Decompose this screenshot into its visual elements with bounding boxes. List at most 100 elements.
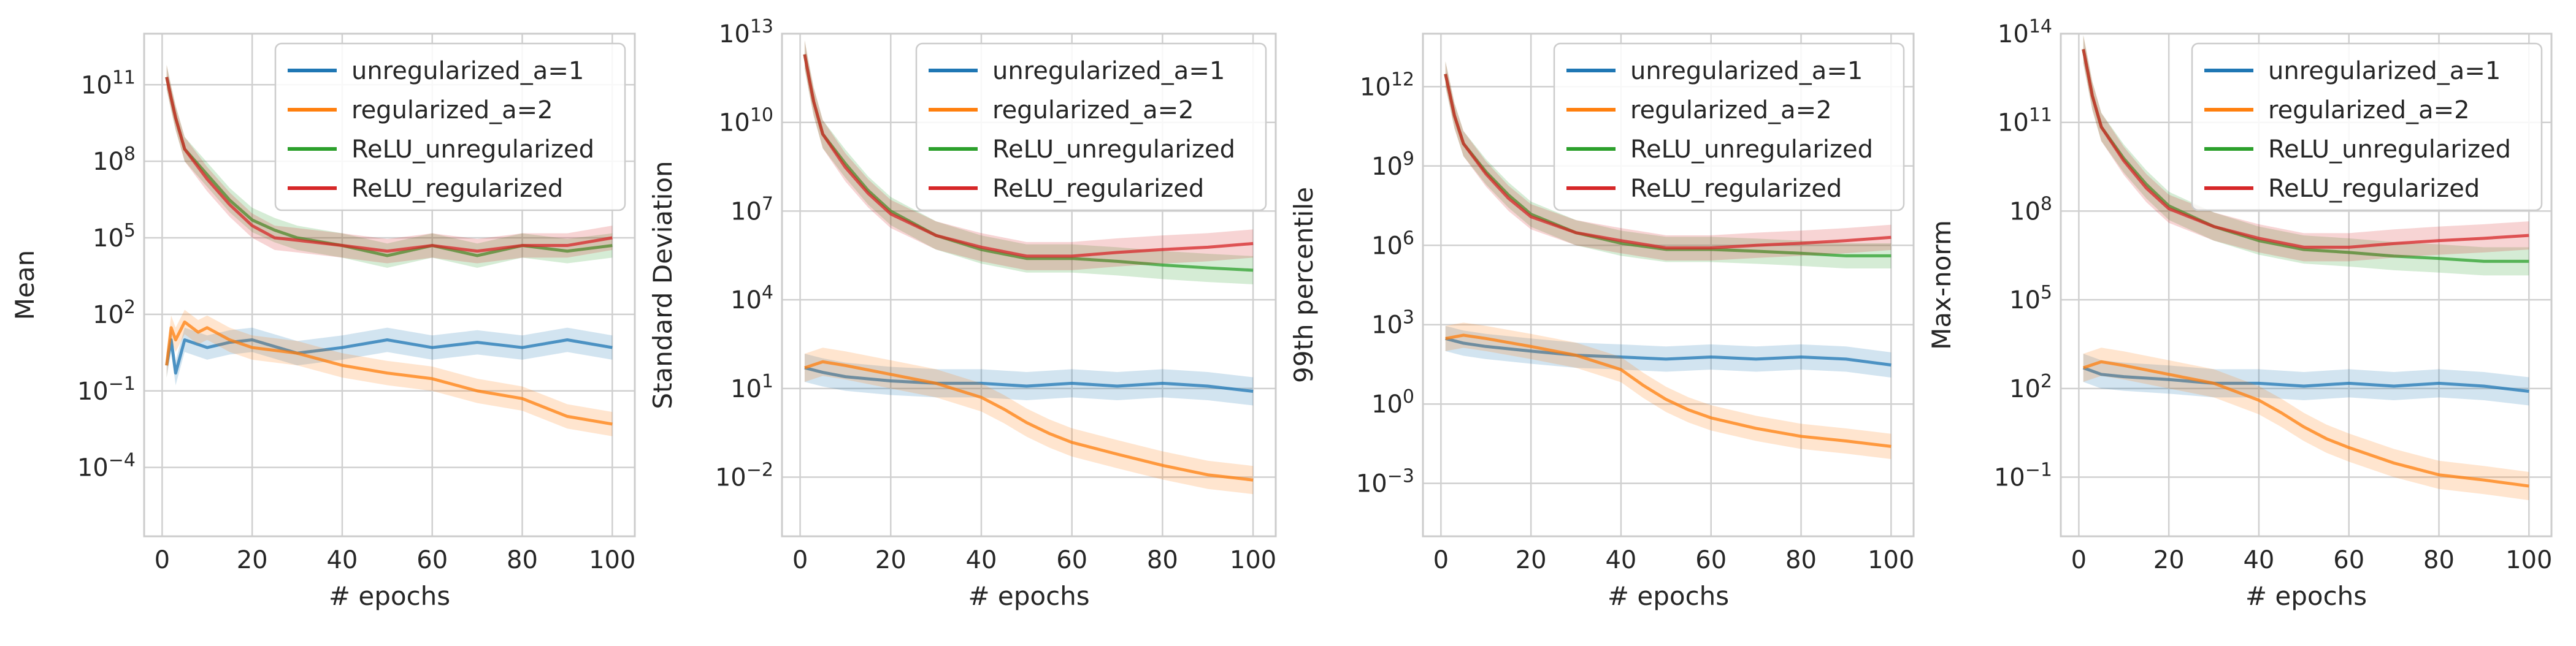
plot-area (165, 64, 613, 436)
series-line-4 (165, 77, 613, 253)
legend-label: regularized_a=2 (2268, 96, 2470, 124)
legend-label: unregularized_a=1 (2268, 57, 2501, 85)
x-tick-label: 80 (507, 546, 538, 574)
series-line-1 (804, 366, 1254, 393)
y-tick-label: 1011 (81, 67, 136, 99)
x-tick-label: 20 (2153, 546, 2185, 574)
series-line-4 (2082, 48, 2529, 249)
series-band-3 (2083, 35, 2529, 276)
chart-panel-4: 0 20 40 60 80 100 10−1 102 105 108 1011 1014 # epoch… (1926, 16, 2553, 611)
y-axis-label: 99th percentile (1289, 187, 1319, 383)
legend-label: ReLU_unregularized (351, 135, 594, 164)
x-tick-label: 60 (416, 546, 448, 574)
series-line-2 (2082, 360, 2529, 488)
x-tick-label: 0 (792, 546, 808, 574)
series-line-2 (804, 360, 1254, 482)
legend-label: ReLU_unregularized (1630, 135, 1873, 164)
series-band-1 (1445, 325, 1892, 378)
y-tick-label: 10−2 (715, 460, 773, 492)
axes-frame (1422, 32, 1915, 538)
series-band-3 (1445, 61, 1892, 269)
series-band-1 (166, 327, 613, 386)
y-tick-label: 108 (2009, 193, 2052, 226)
series-line-4 (803, 54, 1254, 258)
legend-label: unregularized_a=1 (1630, 57, 1863, 85)
y-tick-label: 102 (93, 297, 136, 329)
x-tick-label: 40 (966, 546, 997, 574)
legend-label: ReLU_regularized (2268, 175, 2480, 203)
y-tick-label: 10−1 (1994, 460, 2052, 492)
legend-label: ReLU_regularized (992, 175, 1204, 203)
legend-label: regularized_a=2 (992, 96, 1194, 124)
y-tick-label: 105 (2009, 282, 2052, 314)
x-tick-label: 40 (326, 546, 358, 574)
series-band-4 (166, 64, 613, 264)
legend: unregularized_a=1 regularized_a=2 ReLU_unr… (274, 42, 626, 211)
y-tick-label: 100 (1371, 386, 1414, 419)
y-axis-label: Standard Deviation (648, 161, 678, 409)
x-tick-label: 60 (1695, 546, 1727, 574)
x-tick-label: 80 (1147, 546, 1178, 574)
y-axis-label: Mean (10, 250, 40, 320)
x-tick-label: 20 (1516, 546, 1547, 574)
series-line-1 (2082, 366, 2529, 393)
y-tick-label: 1013 (719, 16, 773, 48)
y-tick-label: 10−1 (77, 373, 136, 406)
y-tick-label: 108 (93, 143, 136, 176)
x-tick-label: 100 (1230, 546, 1276, 574)
y-tick-label: 107 (730, 193, 773, 226)
series-band-2 (2083, 348, 2529, 501)
y-tick-label: 103 (1371, 307, 1414, 340)
y-tick-label: 106 (1371, 227, 1414, 260)
series-band-2 (1445, 322, 1892, 459)
legend-label: ReLU_unregularized (2268, 135, 2511, 164)
series-band-4 (804, 40, 1254, 270)
y-tick-label: 10−3 (1356, 466, 1414, 498)
x-tick-label: 80 (2423, 546, 2455, 574)
legend-label: unregularized_a=1 (351, 57, 584, 85)
series-line-2 (1445, 333, 1892, 448)
legend-box (1553, 42, 1905, 211)
axes-frame (143, 32, 636, 538)
y-tick-label: 105 (93, 220, 136, 253)
y-axis-label: Max-norm (1926, 220, 1957, 350)
chart-panel-2: 0 20 40 60 80 100 10−2 101 104 107 1010 1013 # epoch… (648, 16, 1277, 611)
x-tick-label: 0 (155, 546, 170, 574)
x-tick-label: 40 (1605, 546, 1636, 574)
y-tick-label: 1012 (1360, 69, 1414, 101)
x-tick-label: 20 (237, 546, 268, 574)
x-tick-label: 20 (875, 546, 907, 574)
x-tick-label: 0 (2071, 546, 2087, 574)
x-tick-label: 40 (2243, 546, 2274, 574)
series-band-2 (804, 348, 1254, 495)
chart-panel-3: 0 20 40 60 80 100 10−3 100 103 106 109 1012 # epochs… (1289, 32, 1915, 611)
x-tick-label: 60 (2333, 546, 2364, 574)
plot-area (803, 40, 1254, 495)
series-line-2 (165, 320, 613, 426)
legend-box (915, 42, 1267, 211)
y-tick-label: 101 (730, 371, 773, 403)
x-axis-label: # epochs (2245, 581, 2367, 611)
legend: unregularized_a=1 regularized_a=2 ReLU_unr… (2191, 42, 2543, 211)
legend-box (274, 42, 626, 211)
legend-box (2191, 42, 2543, 211)
x-tick-label: 100 (589, 546, 635, 574)
x-tick-label: 100 (2505, 546, 2552, 574)
x-axis-label: # epochs (968, 581, 1089, 611)
legend-label: ReLU_regularized (351, 175, 563, 203)
series-band-3 (166, 64, 613, 268)
y-tick-label: 1010 (719, 105, 773, 137)
plot-area (1444, 61, 1892, 459)
y-tick-label: 1014 (1998, 16, 2052, 48)
y-tick-label: 10−4 (77, 450, 136, 482)
legend-label: ReLU_regularized (1630, 175, 1842, 203)
x-tick-label: 80 (1785, 546, 1817, 574)
axes-frame (2060, 32, 2553, 538)
plot-area (2082, 35, 2529, 501)
legend-label: unregularized_a=1 (992, 57, 1225, 85)
series-line-4 (1444, 74, 1892, 249)
series-band-1 (804, 354, 1254, 406)
x-tick-label: 60 (1056, 546, 1087, 574)
y-tick-label: 104 (730, 282, 773, 314)
